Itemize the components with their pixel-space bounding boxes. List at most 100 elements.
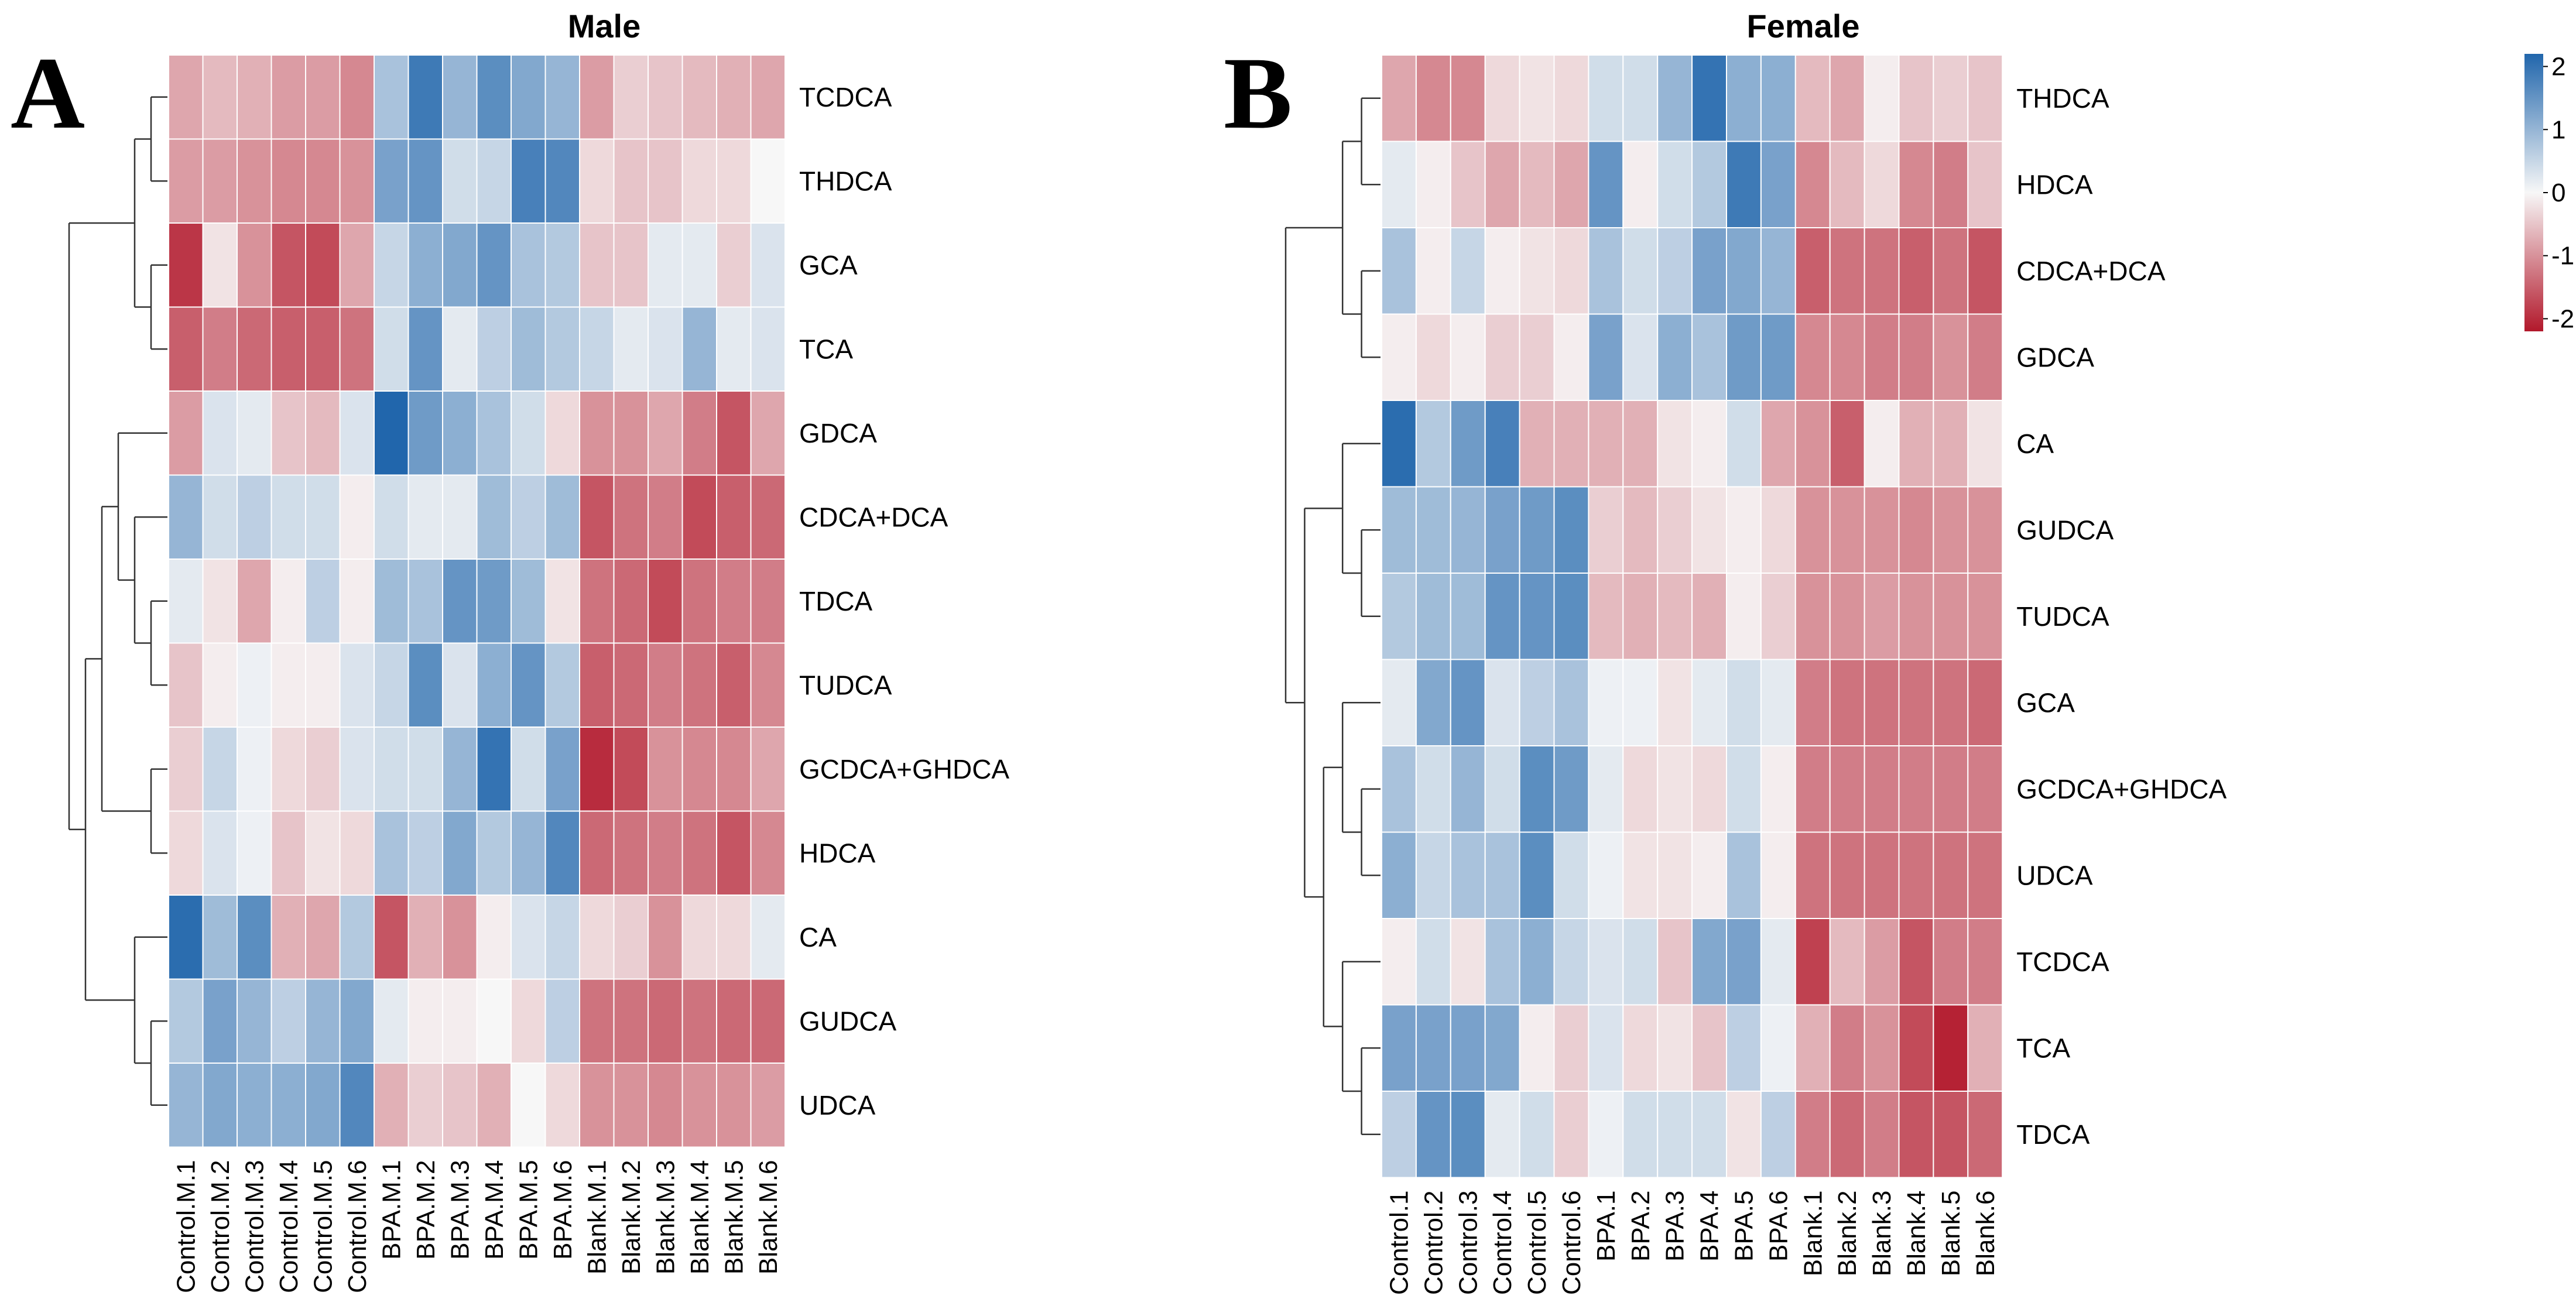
color-legend-ticks: 2 1 0 -1 -2	[2543, 53, 2574, 333]
row-label: THDCA	[799, 166, 892, 196]
heatmap-cell	[511, 558, 546, 644]
column-label: BPA.3	[1661, 1191, 1690, 1262]
heatmap-cell	[1760, 227, 1796, 315]
heatmap-cell	[1933, 400, 1969, 488]
column-label: BPA.M.2	[412, 1160, 440, 1260]
heatmap-cell	[1519, 918, 1555, 1006]
heatmap-cell	[407, 306, 443, 392]
heatmap-cell	[1519, 140, 1555, 228]
heatmap-cell	[1657, 313, 1693, 401]
heatmap-cell	[305, 474, 341, 560]
heatmap-cell	[168, 978, 204, 1064]
column-label: Blank.1	[1799, 1191, 1827, 1277]
heatmap-cell	[1553, 1091, 1590, 1178]
heatmap-cell	[613, 474, 649, 560]
heatmap-cell	[1519, 831, 1555, 919]
heatmap-cell	[1967, 659, 2003, 746]
heatmap-cell	[237, 726, 272, 812]
column-label: Control.4	[1488, 1191, 1517, 1296]
heatmap-cell	[407, 978, 443, 1064]
heatmap-cell	[407, 138, 443, 224]
heatmap-cell	[613, 222, 649, 308]
heatmap-cell	[202, 895, 238, 980]
row-label: GDCA	[2016, 342, 2094, 372]
color-legend-bar	[2524, 54, 2543, 331]
heatmap-cell	[339, 895, 375, 980]
heatmap-cell	[1829, 227, 1865, 315]
heatmap-cell	[1381, 831, 1417, 919]
heatmap-cell	[1829, 745, 1865, 833]
heatmap-cell	[1864, 745, 1900, 833]
heatmap-cell	[1829, 659, 1865, 746]
heatmap-cell	[202, 54, 238, 140]
heatmap-cell	[1415, 227, 1451, 315]
heatmap-cell	[1829, 54, 1865, 142]
heatmap-cell	[1967, 1004, 2003, 1092]
heatmap-cell	[374, 54, 409, 140]
heatmap-cell	[1519, 486, 1555, 574]
heatmap-cell	[1726, 400, 1762, 488]
heatmap-cell	[544, 1063, 580, 1148]
heatmap-cell	[1622, 140, 1659, 228]
heatmap-cell	[579, 306, 615, 392]
heatmap-cell	[1794, 54, 1831, 142]
heatmap-cell	[681, 895, 717, 980]
heatmap-cell	[1829, 918, 1865, 1006]
heatmap-cell	[750, 390, 786, 476]
heatmap-cell	[476, 138, 512, 224]
heatmap-cell	[1967, 745, 2003, 833]
heatmap-cell	[374, 642, 409, 728]
heatmap-cell	[476, 474, 512, 560]
heatmap-cell	[1691, 313, 1728, 401]
row-label: HDCA	[799, 838, 876, 868]
heatmap-cell	[1794, 918, 1831, 1006]
heatmap-cell	[237, 138, 272, 224]
heatmap-cell	[511, 810, 546, 896]
heatmap-cell	[476, 1063, 512, 1148]
column-label: Blank.M.1	[583, 1160, 611, 1275]
heatmap-cell	[339, 222, 375, 308]
heatmap-cell	[750, 726, 786, 812]
heatmap-cell	[1691, 400, 1728, 488]
heatmap-cell	[1864, 140, 1900, 228]
heatmap-cell	[202, 390, 238, 476]
heatmap-cell	[1967, 486, 2003, 574]
heatmap-cell	[270, 726, 306, 812]
heatmap-cell	[1691, 1004, 1728, 1092]
heatmap-cell	[1450, 745, 1486, 833]
heatmap-cell	[1657, 486, 1693, 574]
heatmap-cell	[511, 1063, 546, 1148]
heatmap-cell	[270, 54, 306, 140]
heatmap-cell	[1726, 918, 1762, 1006]
heatmap-cell	[613, 558, 649, 644]
heatmap-cell	[1829, 313, 1865, 401]
heatmap-cell	[1967, 573, 2003, 660]
heatmap-cell	[237, 222, 272, 308]
heatmap-cell	[168, 726, 204, 812]
heatmap-cell	[1794, 1004, 1831, 1092]
heatmap-cell	[476, 810, 512, 896]
heatmap-cell	[237, 306, 272, 392]
heatmap-cell	[1898, 54, 1934, 142]
heatmap-cell	[1484, 486, 1520, 574]
heatmap-cell	[1726, 659, 1762, 746]
heatmap-cell	[1760, 486, 1796, 574]
heatmap-cell	[1484, 227, 1520, 315]
heatmap-cell	[1553, 400, 1590, 488]
heatmap-cell	[1484, 1004, 1520, 1092]
heatmap-cell	[648, 558, 683, 644]
heatmap-cell	[1726, 1091, 1762, 1178]
heatmap-cell	[1967, 918, 2003, 1006]
heatmap-cell	[1726, 1004, 1762, 1092]
column-label: Blank.5	[1937, 1191, 1965, 1277]
heatmap-cell	[442, 222, 478, 308]
heatmap-cell	[1933, 313, 1969, 401]
heatmap-cell	[476, 978, 512, 1064]
heatmap-cell	[305, 390, 341, 476]
heatmap-cell	[1415, 831, 1451, 919]
heatmap-cell	[511, 978, 546, 1064]
heatmap-cell	[681, 558, 717, 644]
heatmap-cell	[750, 642, 786, 728]
heatmap-cell	[270, 978, 306, 1064]
heatmap-cell	[579, 222, 615, 308]
